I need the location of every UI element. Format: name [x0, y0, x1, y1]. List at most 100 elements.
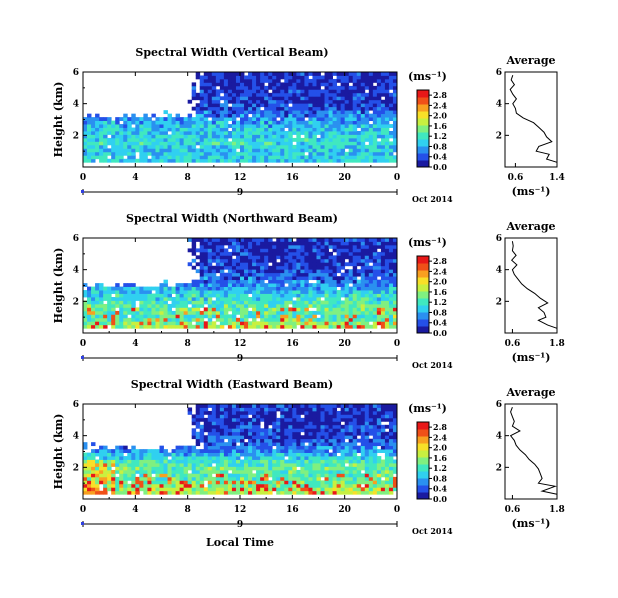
heatmap-cell [260, 310, 265, 315]
heatmap-cell [191, 286, 197, 291]
heatmap-cell [316, 262, 321, 267]
heatmap-cell [171, 487, 176, 492]
heatmap-cell [171, 483, 176, 488]
heatmap-cell [215, 442, 221, 447]
heatmap-cell [95, 303, 100, 308]
heatmap-cell [179, 314, 185, 319]
heatmap-cell [272, 456, 277, 460]
heatmap-cell [235, 251, 241, 256]
heatmap-cell [191, 148, 197, 153]
heatmap-cell [256, 144, 261, 149]
heatmap-cell [328, 137, 333, 142]
heatmap-cell [203, 106, 209, 111]
heatmap-cell [352, 127, 358, 132]
heatmap-cell [195, 469, 201, 474]
heatmap-cell [227, 262, 233, 267]
heatmap-cell [368, 144, 374, 149]
heatmap-cell [235, 469, 241, 474]
heatmap-cell [119, 324, 124, 329]
heatmap-cell [195, 75, 201, 80]
heatmap-cell [123, 158, 128, 163]
heatmap-cell [364, 155, 370, 160]
heatmap-cell [324, 120, 329, 125]
heatmap-cell [219, 307, 225, 312]
heatmap-cell [115, 283, 120, 287]
heatmap-cell [256, 431, 261, 436]
heatmap-cell [288, 82, 293, 87]
heatmap-cell [248, 452, 253, 457]
heatmap-cell [260, 487, 265, 492]
heatmap-cell [300, 131, 305, 135]
heatmap-cell [384, 480, 390, 485]
heatmap-cell [364, 431, 370, 436]
heatmap-cell [151, 314, 156, 319]
heatmap-cell [244, 96, 249, 101]
heatmap-cell [344, 279, 350, 284]
heatmap-cell [356, 148, 362, 153]
heatmap-cell [284, 279, 289, 284]
heatmap-cell [235, 456, 241, 460]
colorbar-unit: (ms⁻¹) [408, 236, 447, 249]
heatmap-cell [336, 85, 342, 90]
heatmap-cell [280, 148, 285, 153]
heatmap-cell [187, 307, 193, 312]
heatmap-cell [203, 456, 209, 460]
heatmap-cell [308, 103, 313, 108]
heatmap-cell [316, 456, 321, 460]
heatmap-cell [227, 452, 233, 457]
heatmap-cell [316, 407, 321, 412]
heatmap-cell [336, 490, 342, 495]
heatmap-cell [127, 158, 132, 163]
heatmap-cell [388, 251, 394, 256]
heatmap-cell [147, 476, 152, 481]
heatmap-cell [211, 466, 217, 471]
heatmap-cell [344, 424, 350, 429]
heatmap-cell [199, 89, 205, 94]
heatmap-cell [256, 85, 261, 90]
heatmap-cell [300, 324, 305, 329]
heatmap-cell [260, 324, 265, 329]
heatmap-cell [320, 244, 325, 249]
heatmap-cell [340, 72, 346, 76]
heatmap-cell [115, 158, 120, 163]
heatmap-cell [240, 293, 245, 298]
heatmap-cell [336, 431, 342, 436]
heatmap-cell [219, 314, 225, 319]
colorbar-tick-label: 0.0 [433, 162, 447, 172]
heatmap-cell [179, 476, 185, 481]
heatmap-cell [288, 410, 293, 415]
heatmap-cell [87, 307, 92, 312]
heatmap-cell [240, 113, 245, 118]
heatmap-cell [244, 431, 249, 436]
heatmap-cell [260, 480, 265, 485]
heatmap-cell [107, 459, 112, 464]
heatmap-cell [235, 404, 241, 408]
heatmap-cell [256, 476, 261, 481]
heatmap-cell [264, 137, 269, 142]
heatmap-cell [304, 106, 309, 111]
heatmap-cell [183, 120, 189, 125]
heatmap-cell [147, 452, 152, 457]
heatmap-cell [348, 255, 354, 260]
heatmap-cell [324, 110, 329, 115]
heatmap-cell [308, 89, 313, 94]
heatmap-cell [248, 300, 253, 305]
heatmap-cell [252, 141, 257, 146]
heatmap-cell [139, 300, 144, 305]
heatmap-cell [272, 78, 277, 83]
heatmap-cell [296, 75, 301, 80]
heatmap-cell [215, 438, 221, 443]
heatmap-cell [320, 483, 325, 488]
heatmap-cell [264, 134, 269, 139]
heatmap-cell [203, 307, 209, 312]
heatmap-cell [288, 442, 293, 447]
heatmap-cell [348, 148, 354, 153]
heatmap-cell [159, 452, 164, 457]
heatmap-cell [288, 78, 293, 83]
heatmap-cell [147, 131, 152, 135]
heatmap-cell [268, 255, 273, 260]
heatmap-cell [392, 283, 398, 287]
heatmap-cell [284, 435, 289, 440]
heatmap-cell [348, 258, 354, 263]
heatmap-cell [227, 483, 233, 488]
